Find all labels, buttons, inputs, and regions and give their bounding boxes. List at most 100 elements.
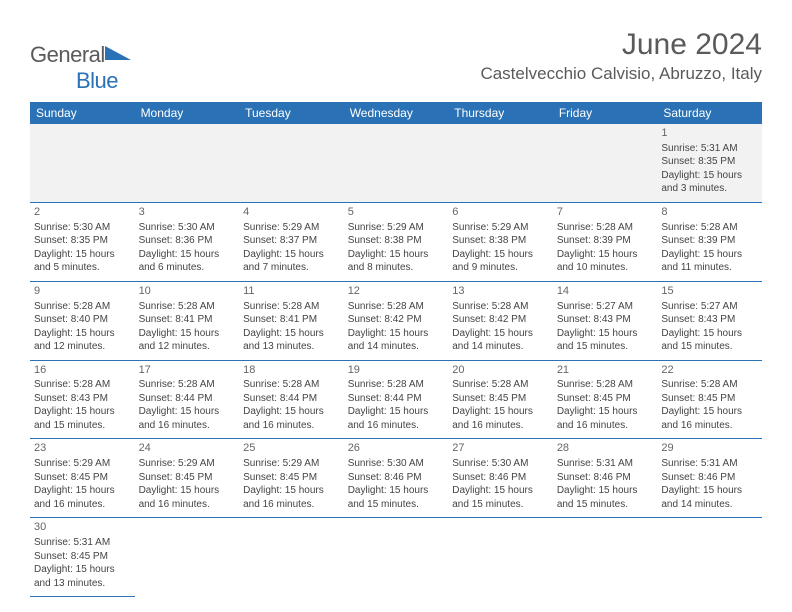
day-header: Tuesday: [239, 102, 344, 124]
calendar-cell: 15Sunrise: 5:27 AMSunset: 8:43 PMDayligh…: [657, 281, 762, 360]
sunrise-text: Sunrise: 5:31 AM: [34, 536, 131, 550]
sunrise-text: Sunrise: 5:28 AM: [243, 300, 340, 314]
calendar-cell: 28Sunrise: 5:31 AMSunset: 8:46 PMDayligh…: [553, 439, 658, 518]
daylight-text: Daylight: 15 hours and 13 minutes.: [34, 563, 131, 590]
day-number: 3: [139, 205, 236, 220]
sunrise-text: Sunrise: 5:28 AM: [348, 378, 445, 392]
sunrise-text: Sunrise: 5:28 AM: [452, 378, 549, 392]
daylight-text: Daylight: 15 hours and 3 minutes.: [661, 169, 758, 196]
calendar-cell: 30Sunrise: 5:31 AMSunset: 8:45 PMDayligh…: [30, 518, 135, 597]
calendar-cell: [239, 518, 344, 597]
daylight-text: Daylight: 15 hours and 9 minutes.: [452, 248, 549, 275]
daylight-text: Daylight: 15 hours and 16 minutes.: [139, 405, 236, 432]
day-header: Saturday: [657, 102, 762, 124]
calendar-cell: 29Sunrise: 5:31 AMSunset: 8:46 PMDayligh…: [657, 439, 762, 518]
calendar-cell: 6Sunrise: 5:29 AMSunset: 8:38 PMDaylight…: [448, 202, 553, 281]
day-number: 10: [139, 284, 236, 299]
calendar-head: SundayMondayTuesdayWednesdayThursdayFrid…: [30, 102, 762, 124]
calendar-cell: 17Sunrise: 5:28 AMSunset: 8:44 PMDayligh…: [135, 360, 240, 439]
daylight-text: Daylight: 15 hours and 12 minutes.: [34, 327, 131, 354]
daylight-text: Daylight: 15 hours and 16 minutes.: [243, 405, 340, 432]
sunrise-text: Sunrise: 5:28 AM: [348, 300, 445, 314]
sunset-text: Sunset: 8:40 PM: [34, 313, 131, 327]
sunrise-text: Sunrise: 5:28 AM: [557, 378, 654, 392]
daylight-text: Daylight: 15 hours and 7 minutes.: [243, 248, 340, 275]
day-number: 27: [452, 441, 549, 456]
day-number: 5: [348, 205, 445, 220]
day-number: 19: [348, 363, 445, 378]
day-number: 1: [661, 126, 758, 141]
logo-blue: Blue: [76, 68, 118, 93]
logo-triangle-icon: [105, 44, 131, 62]
sunset-text: Sunset: 8:38 PM: [452, 234, 549, 248]
day-number: 13: [452, 284, 549, 299]
daylight-text: Daylight: 15 hours and 10 minutes.: [557, 248, 654, 275]
title-block: June 2024 Castelvecchio Calvisio, Abruzz…: [480, 28, 762, 84]
daylight-text: Daylight: 15 hours and 6 minutes.: [139, 248, 236, 275]
sunrise-text: Sunrise: 5:29 AM: [348, 221, 445, 235]
sunset-text: Sunset: 8:46 PM: [557, 471, 654, 485]
day-header: Monday: [135, 102, 240, 124]
day-number: 18: [243, 363, 340, 378]
calendar-cell: 25Sunrise: 5:29 AMSunset: 8:45 PMDayligh…: [239, 439, 344, 518]
sunset-text: Sunset: 8:44 PM: [348, 392, 445, 406]
sunrise-text: Sunrise: 5:31 AM: [661, 457, 758, 471]
logo-general: General: [30, 42, 105, 67]
daylight-text: Daylight: 15 hours and 15 minutes.: [348, 484, 445, 511]
sunrise-text: Sunrise: 5:28 AM: [34, 378, 131, 392]
daylight-text: Daylight: 15 hours and 14 minutes.: [661, 484, 758, 511]
day-number: 24: [139, 441, 236, 456]
sunset-text: Sunset: 8:45 PM: [557, 392, 654, 406]
calendar-cell: [135, 518, 240, 597]
daylight-text: Daylight: 15 hours and 8 minutes.: [348, 248, 445, 275]
sunset-text: Sunset: 8:45 PM: [243, 471, 340, 485]
sunrise-text: Sunrise: 5:29 AM: [139, 457, 236, 471]
daylight-text: Daylight: 15 hours and 15 minutes.: [452, 484, 549, 511]
day-number: 20: [452, 363, 549, 378]
sunrise-text: Sunrise: 5:28 AM: [452, 300, 549, 314]
sunrise-text: Sunrise: 5:28 AM: [243, 378, 340, 392]
sunset-text: Sunset: 8:35 PM: [34, 234, 131, 248]
calendar-cell: [30, 124, 135, 202]
day-number: 9: [34, 284, 131, 299]
daylight-text: Daylight: 15 hours and 5 minutes.: [34, 248, 131, 275]
calendar-cell: 19Sunrise: 5:28 AMSunset: 8:44 PMDayligh…: [344, 360, 449, 439]
sunrise-text: Sunrise: 5:28 AM: [661, 378, 758, 392]
header: GeneralBlue June 2024 Castelvecchio Calv…: [30, 28, 762, 94]
daylight-text: Daylight: 15 hours and 11 minutes.: [661, 248, 758, 275]
calendar-body: 1Sunrise: 5:31 AMSunset: 8:35 PMDaylight…: [30, 124, 762, 597]
day-number: 12: [348, 284, 445, 299]
sunset-text: Sunset: 8:42 PM: [452, 313, 549, 327]
day-number: 2: [34, 205, 131, 220]
day-number: 28: [557, 441, 654, 456]
calendar-cell: 3Sunrise: 5:30 AMSunset: 8:36 PMDaylight…: [135, 202, 240, 281]
day-number: 11: [243, 284, 340, 299]
calendar-cell: 18Sunrise: 5:28 AMSunset: 8:44 PMDayligh…: [239, 360, 344, 439]
calendar-cell: 16Sunrise: 5:28 AMSunset: 8:43 PMDayligh…: [30, 360, 135, 439]
calendar-cell: 22Sunrise: 5:28 AMSunset: 8:45 PMDayligh…: [657, 360, 762, 439]
sunrise-text: Sunrise: 5:31 AM: [661, 142, 758, 156]
daylight-text: Daylight: 15 hours and 16 minutes.: [348, 405, 445, 432]
sunset-text: Sunset: 8:45 PM: [34, 471, 131, 485]
day-header: Friday: [553, 102, 658, 124]
sunset-text: Sunset: 8:44 PM: [139, 392, 236, 406]
sunrise-text: Sunrise: 5:28 AM: [661, 221, 758, 235]
daylight-text: Daylight: 15 hours and 14 minutes.: [348, 327, 445, 354]
day-number: 15: [661, 284, 758, 299]
sunset-text: Sunset: 8:39 PM: [661, 234, 758, 248]
daylight-text: Daylight: 15 hours and 13 minutes.: [243, 327, 340, 354]
sunrise-text: Sunrise: 5:30 AM: [452, 457, 549, 471]
calendar-cell: 2Sunrise: 5:30 AMSunset: 8:35 PMDaylight…: [30, 202, 135, 281]
sunrise-text: Sunrise: 5:29 AM: [452, 221, 549, 235]
sunrise-text: Sunrise: 5:30 AM: [34, 221, 131, 235]
calendar-cell: [448, 518, 553, 597]
sunrise-text: Sunrise: 5:27 AM: [557, 300, 654, 314]
sunrise-text: Sunrise: 5:28 AM: [139, 300, 236, 314]
day-number: 23: [34, 441, 131, 456]
logo-text: GeneralBlue: [30, 42, 131, 94]
calendar-cell: 10Sunrise: 5:28 AMSunset: 8:41 PMDayligh…: [135, 281, 240, 360]
calendar-cell: 26Sunrise: 5:30 AMSunset: 8:46 PMDayligh…: [344, 439, 449, 518]
sunrise-text: Sunrise: 5:29 AM: [243, 221, 340, 235]
month-title: June 2024: [480, 28, 762, 62]
daylight-text: Daylight: 15 hours and 16 minutes.: [452, 405, 549, 432]
